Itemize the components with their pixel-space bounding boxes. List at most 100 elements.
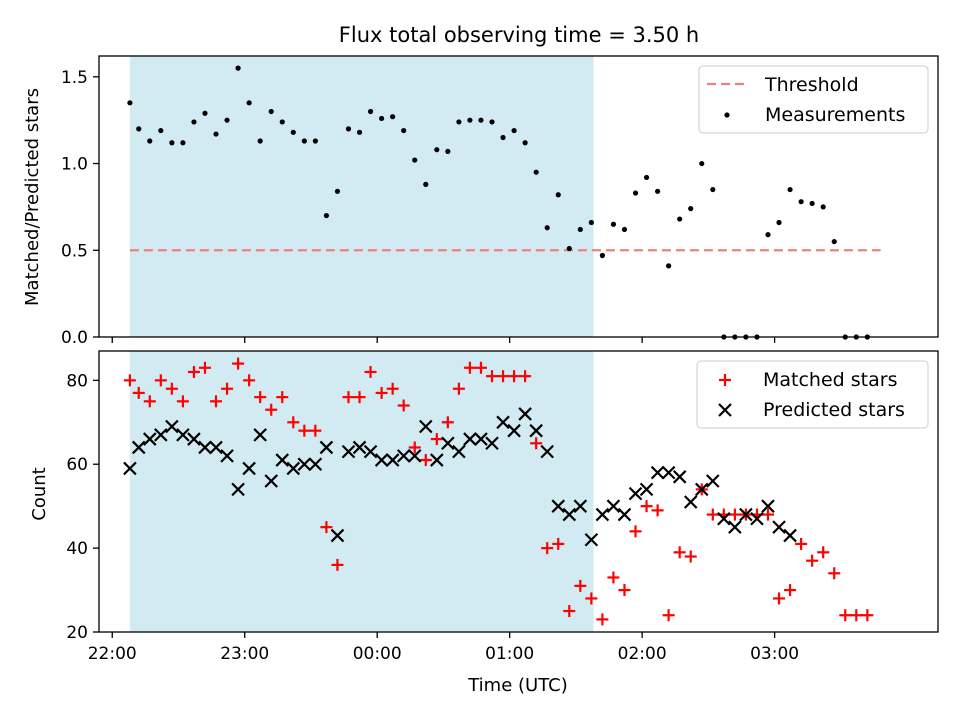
matched-star-point <box>441 416 454 429</box>
matched-star-point <box>552 537 565 550</box>
measurement-point <box>202 110 208 116</box>
measurement-point <box>301 138 307 144</box>
measurement-point <box>345 126 352 132</box>
predicted-star-point <box>750 511 764 526</box>
measurement-point <box>401 127 407 134</box>
measurement-point <box>290 129 296 135</box>
matched-star-point <box>165 382 178 395</box>
measurement-point <box>511 127 517 134</box>
measurement-point <box>610 221 617 227</box>
legend-measurements-swatch <box>724 112 730 118</box>
panel-top: 0.0 0.5 1.0 1.5 Matched/Predicted stars Thr… <box>22 55 939 348</box>
matched-star-point <box>629 525 642 538</box>
measurement-point <box>643 174 650 181</box>
legend-predicted-swatch <box>718 403 732 417</box>
predicted-star-point <box>352 440 367 455</box>
measurement-point <box>191 119 197 125</box>
measurement-point <box>323 212 330 219</box>
predicted-star-point <box>154 428 168 442</box>
measurement-point <box>632 190 639 196</box>
predicted-star-point <box>123 461 137 476</box>
matched-star-point <box>320 521 333 534</box>
matched-star-point <box>386 382 399 395</box>
matched-star-point <box>828 567 841 580</box>
matched-star-point <box>640 500 653 513</box>
predicted-star-point <box>772 520 786 534</box>
measurement-point <box>467 117 473 123</box>
predicted-star-point <box>617 507 632 522</box>
measurement-point <box>478 117 484 123</box>
bottom-legend: Matched stars Predicted stars <box>696 360 929 429</box>
matched-star-point <box>618 584 631 597</box>
matched-star-point <box>232 357 245 370</box>
predicted-star-point <box>441 436 455 451</box>
matched-star-point <box>541 542 554 555</box>
measurement-point <box>798 199 804 205</box>
matched-star-point <box>375 386 388 399</box>
matched-star-point <box>806 554 819 567</box>
figure-title: Flux total observing time = 3.50 h <box>339 23 699 47</box>
measurement-point <box>158 127 164 134</box>
matched-star-point <box>210 395 223 408</box>
predicted-star-point <box>385 453 400 467</box>
predicted-star-point <box>131 440 146 455</box>
predicted-star-point <box>452 444 466 459</box>
predicted-star-point <box>463 432 477 446</box>
predicted-star-point <box>319 440 334 455</box>
matched-star-point <box>254 391 267 404</box>
bottom-y-ticks: 20 40 60 80 <box>66 371 99 643</box>
x-tick-label: 22:00 <box>88 644 137 664</box>
bottom-predicted-points <box>123 407 797 547</box>
predicted-star-point <box>308 457 323 472</box>
matched-star-point <box>123 374 136 387</box>
x-tick-label: 02:00 <box>618 644 667 664</box>
matched-star-point <box>243 374 256 387</box>
predicted-star-point <box>418 419 433 434</box>
matched-star-point <box>154 374 167 387</box>
measurement-point <box>654 188 661 194</box>
top-x-ticks <box>111 337 776 343</box>
top-y-ticks: 0.0 0.5 1.0 1.5 <box>61 68 99 348</box>
measurement-point <box>489 119 495 125</box>
predicted-star-point <box>242 461 256 476</box>
bottom-legend-frame <box>696 360 929 429</box>
matched-star-point <box>662 609 675 622</box>
measurement-point <box>765 232 771 238</box>
matched-star-point <box>287 416 300 429</box>
matched-star-point <box>530 437 543 450</box>
matched-star-point <box>519 370 532 383</box>
predicted-star-point <box>374 453 389 467</box>
matched-star-point <box>497 370 510 383</box>
measurement-point <box>268 108 274 115</box>
x-tick-label: 00:00 <box>353 644 402 664</box>
matched-star-point <box>861 609 874 622</box>
matched-star-point <box>430 433 443 446</box>
predicted-star-point <box>220 449 234 463</box>
bottom-axes-frame <box>98 350 939 633</box>
matched-star-point <box>132 386 145 399</box>
predicted-star-point <box>717 511 731 526</box>
measurement-point <box>147 138 153 144</box>
predicted-star-point <box>639 482 654 497</box>
predicted-star-point <box>683 495 698 509</box>
matched-star-point <box>839 609 852 622</box>
bottom-matched-points <box>123 357 874 626</box>
measurement-point <box>522 140 528 146</box>
measurement-point <box>820 204 826 210</box>
matched-star-point <box>728 508 741 521</box>
measurement-point <box>456 119 462 125</box>
x-tick-label: 01:00 <box>485 644 534 664</box>
measurement-point <box>213 131 219 137</box>
measurement-point <box>577 226 583 233</box>
measurement-point <box>699 160 705 167</box>
y-tick-label: 0.0 <box>61 328 88 348</box>
predicted-star-point <box>430 453 444 467</box>
matched-star-point <box>773 592 786 605</box>
measurement-point <box>544 225 550 231</box>
measurement-point <box>809 200 815 207</box>
measurement-point <box>776 219 782 226</box>
legend-matched-label: Matched stars <box>763 369 897 391</box>
predicted-star-point <box>507 423 521 438</box>
